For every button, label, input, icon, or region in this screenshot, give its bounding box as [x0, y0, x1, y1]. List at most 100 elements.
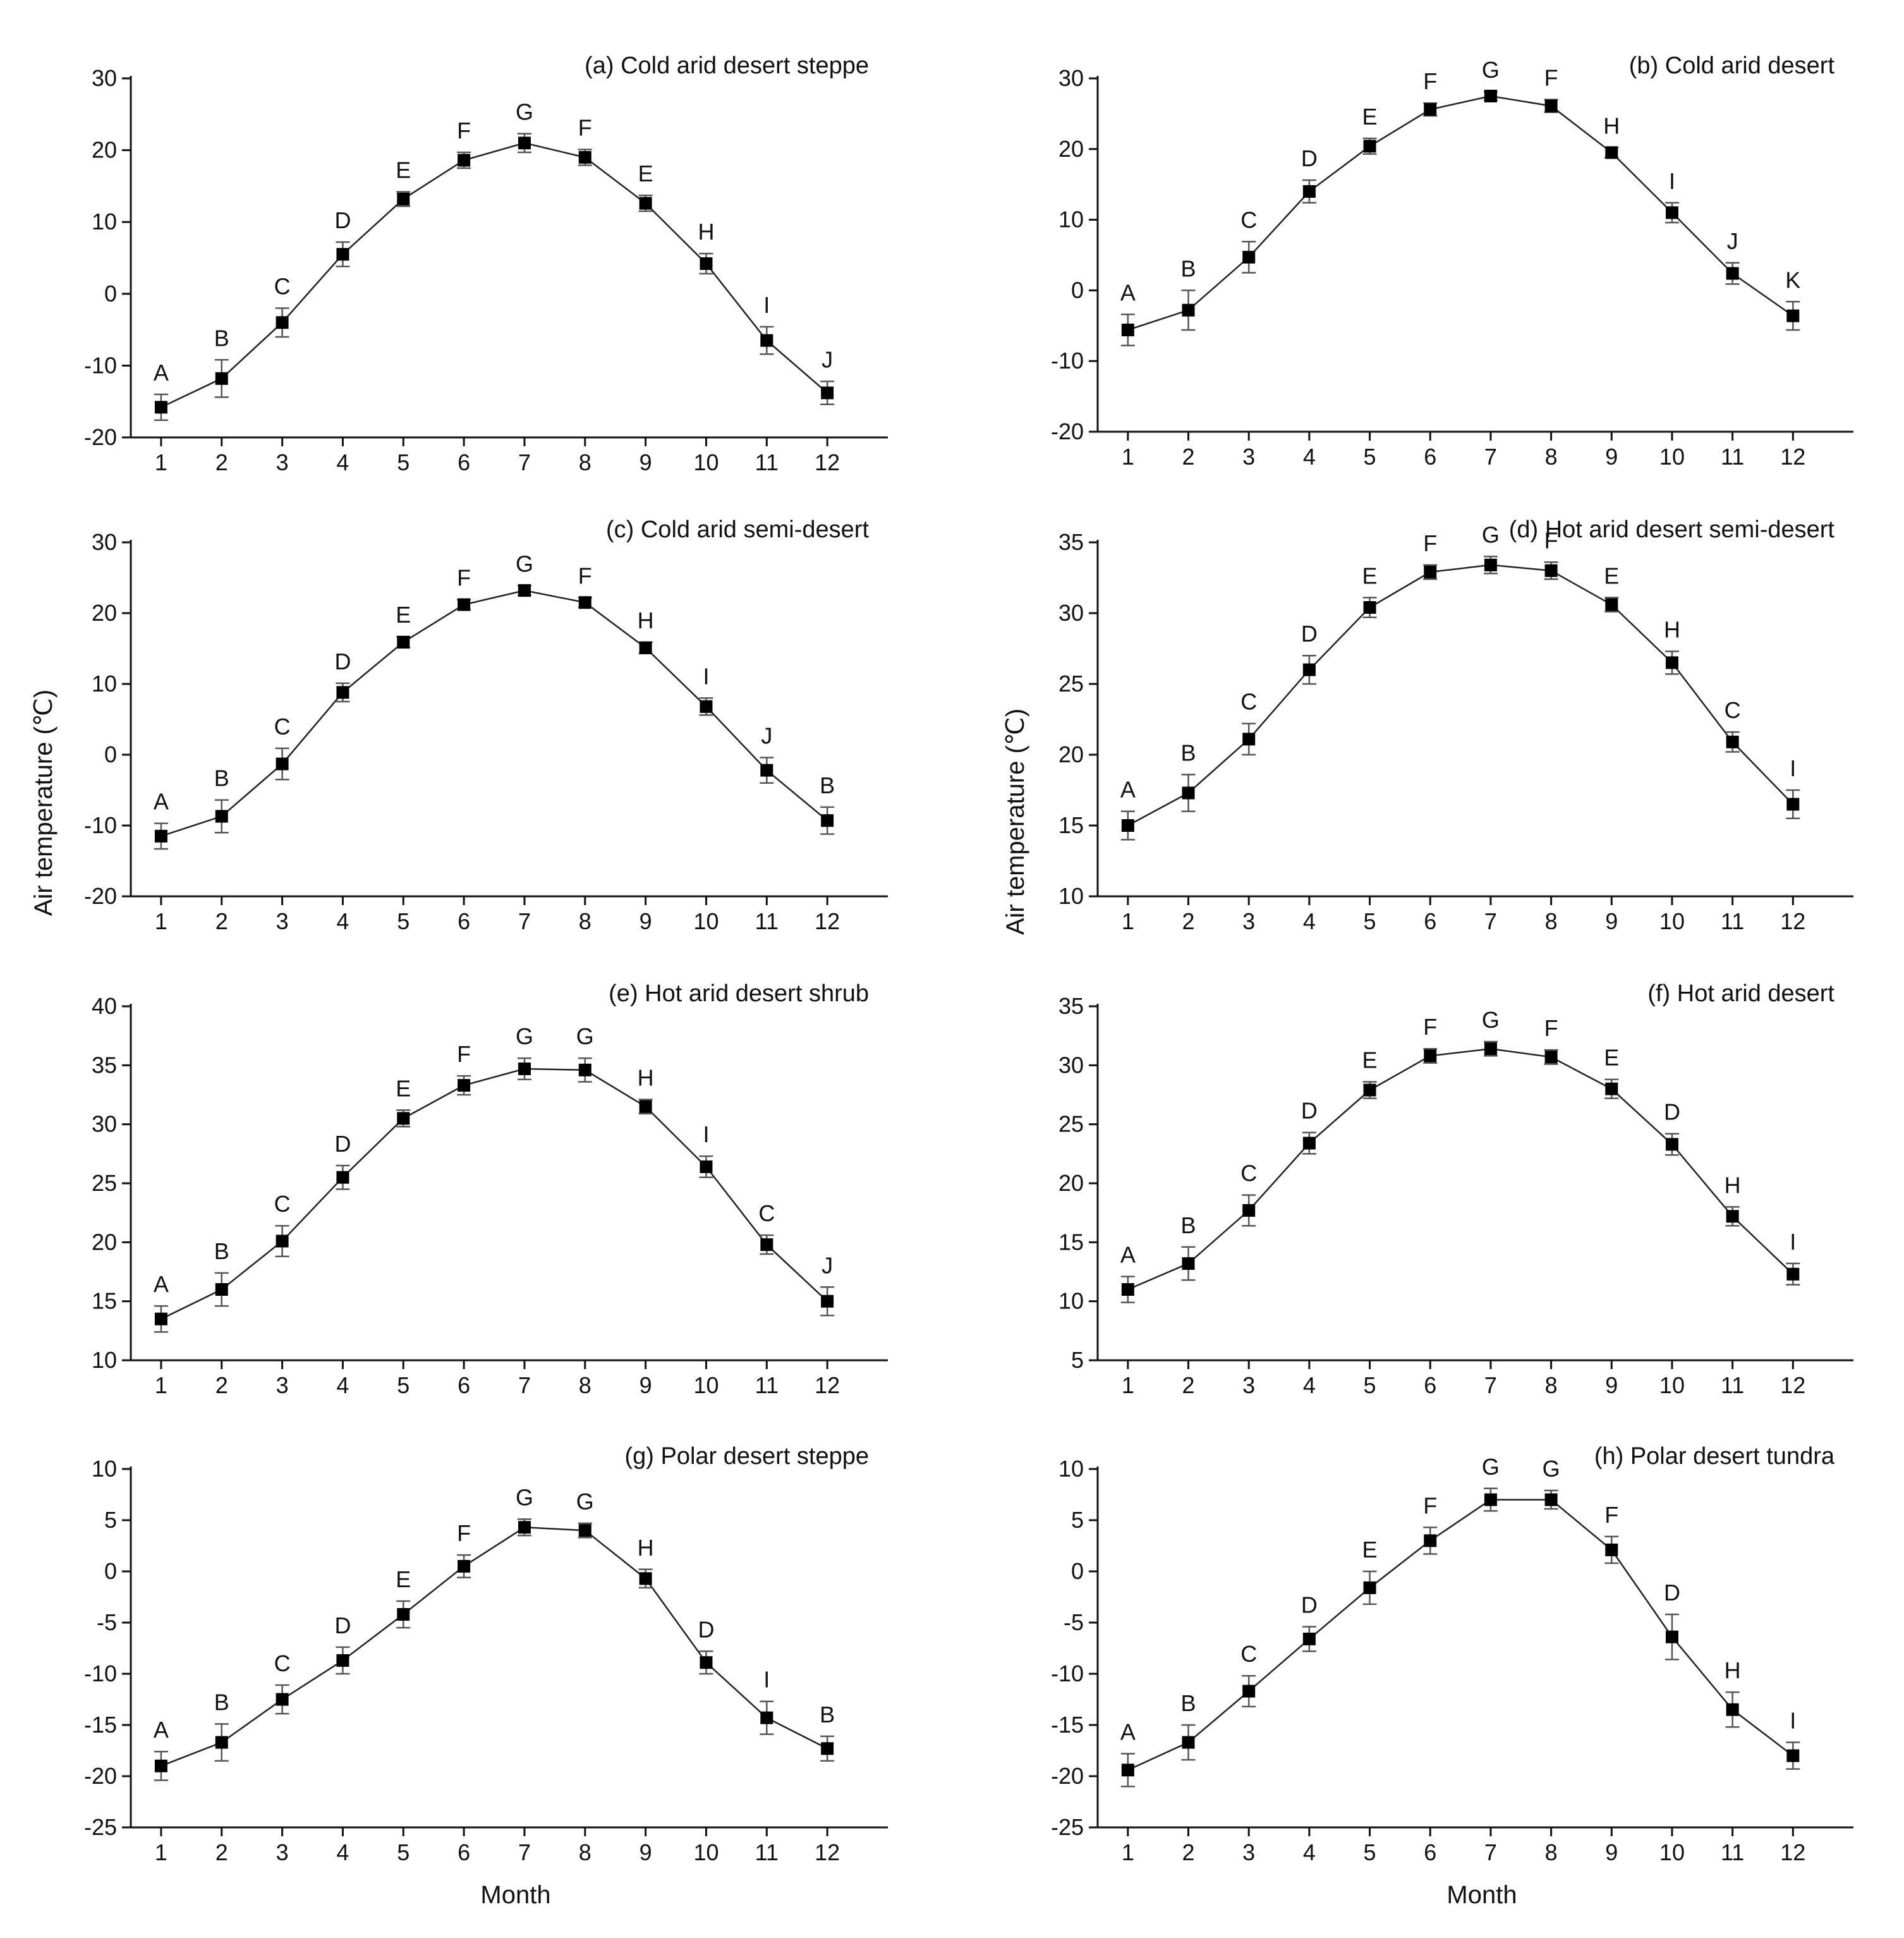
- data-point: [397, 1112, 410, 1125]
- significance-letter: B: [820, 772, 835, 798]
- x-tick-label: 11: [1721, 444, 1744, 470]
- series-line: [1127, 1047, 1794, 1291]
- x-tick-label: 11: [755, 449, 779, 475]
- data-point: [760, 1711, 773, 1724]
- x-tick-label: 11: [1721, 1372, 1744, 1398]
- x-axis-label: Month: [1446, 1881, 1517, 1909]
- significance-letter: E: [396, 157, 411, 183]
- y-axis-label-right: Air temperature (℃): [1002, 709, 1029, 935]
- y-tick-label: 0: [104, 281, 117, 307]
- x-tick-label: 8: [579, 449, 591, 475]
- data-point: [1363, 601, 1376, 614]
- x-tick-label: 8: [579, 1372, 591, 1398]
- significance-letter: A: [154, 789, 169, 815]
- x-tick-label: 6: [1424, 1372, 1436, 1398]
- y-tick-label: 35: [1058, 993, 1084, 1019]
- x-tick-label: 3: [276, 908, 289, 934]
- y-tick-label: -10: [84, 1661, 117, 1686]
- x-tick-label: 3: [1242, 444, 1255, 470]
- significance-letter: H: [1603, 113, 1620, 139]
- data-point: [1786, 1749, 1800, 1762]
- significance-letter: F: [1423, 530, 1437, 556]
- data-point: [1484, 558, 1497, 571]
- significance-letter: B: [214, 1238, 229, 1264]
- data-point: [1424, 1534, 1437, 1547]
- significance-letter: D: [1301, 1592, 1318, 1618]
- y-tick-label: -20: [1051, 418, 1084, 444]
- significance-letter: I: [703, 663, 709, 689]
- significance-letter: J: [822, 346, 833, 372]
- data-point: [458, 154, 471, 167]
- data-point: [1242, 250, 1256, 264]
- x-tick-label: 1: [1122, 1839, 1134, 1865]
- data-point: [1786, 798, 1800, 811]
- x-tick-label: 10: [1659, 444, 1685, 470]
- significance-letter: H: [638, 607, 654, 633]
- significance-letter: H: [638, 1535, 654, 1561]
- x-tick-label: 3: [1242, 1839, 1255, 1865]
- data-point: [1786, 1267, 1800, 1281]
- x-tick-label: 7: [518, 908, 531, 934]
- x-tick-label: 1: [1122, 1372, 1134, 1398]
- data-point: [1605, 598, 1618, 611]
- significance-letter: C: [1240, 1161, 1257, 1186]
- data-point: [518, 584, 531, 597]
- y-tick-label: 10: [1058, 883, 1084, 909]
- data-point: [215, 1283, 228, 1296]
- significance-letter: F: [1423, 1492, 1437, 1518]
- significance-letter: D: [1664, 1580, 1680, 1606]
- x-tick-label: 3: [1242, 908, 1255, 934]
- x-tick-label: 10: [693, 1372, 719, 1398]
- data-point: [215, 372, 228, 385]
- data-point: [1121, 1283, 1134, 1296]
- data-point: [1424, 103, 1437, 116]
- data-point: [578, 596, 591, 609]
- significance-letter: B: [1181, 740, 1196, 765]
- x-tick-label: 8: [1545, 444, 1558, 470]
- x-tick-label: 12: [1780, 908, 1805, 934]
- y-tick-label: 20: [1058, 741, 1084, 767]
- significance-letter: F: [457, 1041, 471, 1067]
- y-tick-label: 0: [1071, 1558, 1084, 1584]
- x-tick-label: 6: [458, 1839, 470, 1865]
- x-tick-label: 2: [215, 449, 228, 475]
- x-tick-label: 10: [1659, 1839, 1685, 1865]
- x-tick-label: 9: [640, 1839, 652, 1865]
- data-point: [1665, 1630, 1678, 1643]
- y-tick-label: 0: [1071, 277, 1084, 303]
- significance-letter: D: [1301, 621, 1318, 647]
- y-tick-label: 35: [1058, 529, 1084, 555]
- data-point: [639, 1572, 652, 1585]
- data-point: [1424, 1049, 1437, 1063]
- significance-letter: B: [214, 765, 229, 791]
- panel-title: (h) Polar desert tundra: [1594, 1443, 1835, 1470]
- data-point: [1182, 1257, 1195, 1270]
- significance-letter: E: [1362, 1537, 1378, 1563]
- significance-letter: E: [396, 1566, 411, 1592]
- y-tick-label: 10: [1058, 207, 1084, 233]
- data-point: [276, 1693, 289, 1706]
- data-point: [760, 764, 773, 777]
- series-line: [161, 589, 828, 837]
- x-tick-label: 8: [579, 1839, 591, 1865]
- y-tick-label: 20: [1058, 1170, 1084, 1196]
- significance-letter: I: [1790, 1708, 1796, 1734]
- significance-letter: I: [763, 292, 770, 318]
- data-point: [1121, 324, 1134, 337]
- x-tick-label: 4: [336, 1839, 349, 1865]
- data-point: [1424, 566, 1437, 579]
- x-tick-label: 11: [755, 1372, 779, 1398]
- data-point: [397, 635, 410, 649]
- data-point: [1726, 735, 1739, 748]
- x-tick-label: 4: [336, 449, 349, 475]
- x-tick-label: 5: [397, 1839, 409, 1865]
- data-point: [1544, 564, 1558, 577]
- y-tick-label: -20: [1051, 1763, 1084, 1789]
- series-line: [1127, 95, 1794, 331]
- data-point: [1605, 1082, 1618, 1095]
- significance-letter: G: [1482, 57, 1500, 83]
